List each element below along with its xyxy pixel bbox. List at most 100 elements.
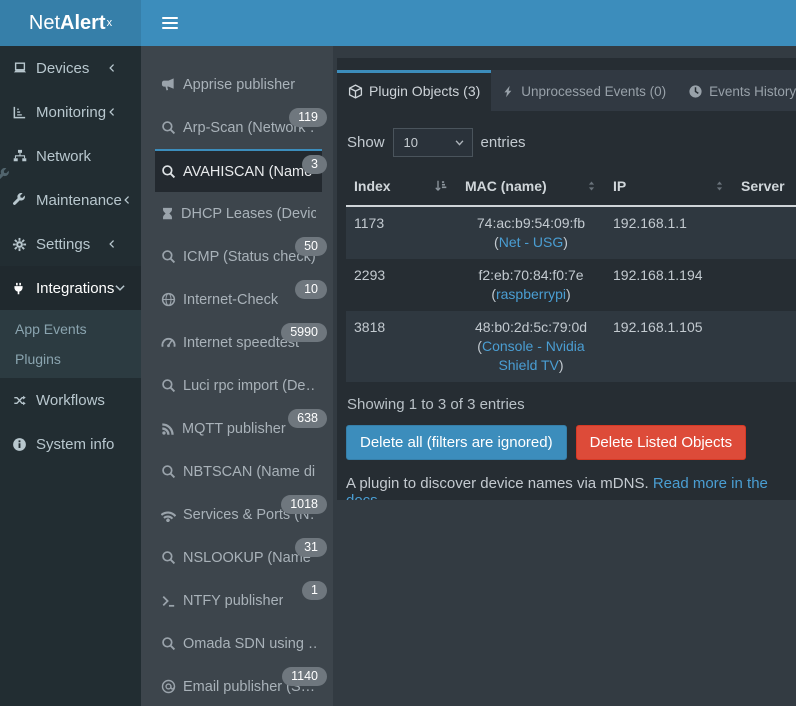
sidebar-toggle-button[interactable] (152, 6, 188, 40)
plugin-menu-item-internet-speedtest[interactable]: Internet speedtest 5990 (155, 321, 327, 364)
search-icon (161, 249, 176, 264)
cell-server (733, 206, 796, 259)
show-label: Show (347, 134, 385, 151)
globe-icon (161, 292, 176, 307)
plugin-menu-item-internet-check[interactable]: Internet-Check 10 (155, 278, 327, 321)
wrench-icon (12, 193, 36, 207)
sidebar-item-label: Workflows (36, 391, 105, 409)
count-badge: 3 (302, 155, 327, 174)
plugin-item-label: NTFY publisher (183, 592, 284, 609)
plugin-item-label: Arp-Scan (Network … (183, 119, 316, 136)
top-navbar: Net Alert x (0, 0, 796, 46)
laptop-icon (12, 61, 36, 75)
entries-label: entries (480, 134, 526, 151)
table-row: 3818 48:b0:2d:5c:79:0d (Console - Nvidia… (346, 311, 796, 382)
tab-plugin-objects-3[interactable]: Plugin Objects (3) (337, 70, 492, 111)
column-label: IP (613, 178, 627, 194)
gear-icon (12, 237, 36, 252)
cell-ip: 192.168.1.1 (613, 215, 687, 231)
column-header-mac-name[interactable]: MAC (name) (457, 167, 605, 206)
device-name-link[interactable]: raspberrypi (495, 286, 567, 302)
shuffle-icon (12, 394, 36, 407)
tab-events-history-6[interactable]: Events History (6) (677, 70, 796, 111)
column-header-server[interactable]: Server (733, 167, 796, 206)
cell-ip: 192.168.1.105 (613, 319, 703, 335)
plugin-menu-item-avahiscan-name[interactable]: AVAHISCAN (Name … 3 (155, 149, 327, 192)
delete-all-button[interactable]: Delete all (filters are ignored) (346, 425, 567, 460)
plugin-menu-item-services-ports-n[interactable]: Services & Ports (N… 1018 (155, 493, 327, 536)
tab-label: Events History (6) (709, 83, 796, 99)
cell-mac: f2:eb:70:84:f0:7e (raspberrypi) (478, 267, 584, 302)
chevron-left-icon (107, 62, 131, 74)
plugin-panel: Plugin Objects (3) Unprocessed Events (0… (337, 58, 796, 500)
column-header-index[interactable]: Index (346, 167, 457, 206)
table-row: 1173 74:ac:b9:54:09:fb (Net - USG) 192.1… (346, 206, 796, 259)
terminal-icon (161, 594, 176, 608)
tab-unprocessed-events-0[interactable]: Unprocessed Events (0) (491, 70, 677, 111)
plugin-item-label: AVAHISCAN (Name … (183, 163, 316, 180)
plugin-menu-item-nbtscan-name-di[interactable]: NBTSCAN (Name di… (155, 450, 322, 493)
plugin-objects-table: Index MAC (name) IP Server N 1173 74:ac:… (346, 167, 796, 382)
content-area: Plugin Objects (3) Unprocessed Events (0… (333, 46, 796, 706)
search-icon (161, 120, 176, 135)
plugin-menu-item-icmp-status-check[interactable]: ICMP (Status check) 50 (155, 235, 327, 278)
count-badge: 1 (302, 581, 327, 600)
sidebar-item-label: System info (36, 435, 115, 453)
main-layout: Devices Monitoring Network Maintenance S… (0, 46, 796, 706)
plugin-menu-item-mqtt-publisher[interactable]: MQTT publisher 638 (155, 407, 327, 450)
count-badge: 638 (288, 409, 327, 428)
plugin-menu-item-apprise-publisher[interactable]: Apprise publisher (155, 63, 322, 106)
sidebar-item-label: Monitoring (36, 103, 107, 121)
sort-both-icon (586, 179, 597, 193)
plugin-menu-item-dhcp-leases-devic[interactable]: DHCP Leases (Devic… (155, 192, 322, 235)
search-icon (161, 164, 176, 179)
sidebar-subitem-plugins[interactable]: Plugins (15, 351, 61, 367)
device-name-link[interactable]: Console - Nvidia Shield TV (481, 338, 585, 373)
sidebar-item-monitoring[interactable]: Monitoring (0, 90, 141, 134)
brand-bold: Alert (60, 11, 106, 34)
info-icon (12, 437, 36, 452)
action-buttons: Delete all (filters are ignored) Delete … (346, 425, 786, 460)
plugin-item-label: Apprise publisher (183, 76, 296, 93)
sidebar-item-integrations[interactable]: Integrations (0, 266, 141, 310)
app-logo[interactable]: Net Alert x (0, 0, 141, 46)
plugin-item-label: Email publisher (S… (183, 678, 316, 695)
sidebar-item-network[interactable]: Network (0, 134, 141, 178)
delete-listed-button[interactable]: Delete Listed Objects (575, 425, 747, 460)
hourglass-icon (161, 206, 174, 221)
plugin-menu-item-email-publisher-s[interactable]: Email publisher (S… 1140 (155, 665, 327, 706)
device-name-link[interactable]: Net - USG (498, 234, 564, 250)
plugin-menu-item-ntfy-publisher[interactable]: NTFY publisher 1 (155, 579, 327, 622)
count-badge: 5990 (281, 323, 327, 342)
sidebar-subitem-app-events[interactable]: App Events (15, 321, 87, 337)
sidebar-item-label: Network (36, 147, 92, 165)
sidebar-item-maintenance[interactable]: Maintenance (0, 178, 141, 222)
plugin-menu-item-nslookup-name[interactable]: NSLOOKUP (Name … 31 (155, 536, 327, 579)
chevron-down-icon (114, 282, 138, 294)
plugin-menu-item-arp-scan-network[interactable]: Arp-Scan (Network … 119 (155, 106, 327, 149)
floating-wrench-icon[interactable] (0, 167, 10, 188)
sidebar-item-system-info[interactable]: System info (0, 422, 141, 466)
cell-index: 3818 (354, 319, 386, 335)
count-badge: 31 (295, 538, 327, 557)
plugin-menu-item-luci-rpc-import-de[interactable]: Luci rpc import (De… (155, 364, 322, 407)
plugin-item-label: NSLOOKUP (Name … (183, 549, 316, 566)
docs-link[interactable]: Read more in the docs. (346, 475, 768, 500)
page-size-select[interactable]: 10 (392, 128, 473, 157)
sidebar-item-settings[interactable]: Settings (0, 222, 141, 266)
count-badge: 1140 (282, 667, 327, 686)
chart-icon (12, 105, 36, 120)
cell-mac: 48:b0:2d:5c:79:0d (Console - Nvidia Shie… (474, 319, 588, 373)
sidebar-item-workflows[interactable]: Workflows (0, 378, 141, 422)
column-header-ip[interactable]: IP (605, 167, 733, 206)
bolt-icon (502, 84, 515, 99)
plugin-menu: Apprise publisher Arp-Scan (Network … 11… (141, 46, 333, 706)
table-header-row: Index MAC (name) IP Server N (346, 167, 796, 206)
sidebar-item-devices[interactable]: Devices (0, 46, 141, 90)
plugin-item-label: DHCP Leases (Devic… (181, 205, 316, 222)
at-icon (161, 679, 176, 694)
plugin-menu-item-omada-sdn-using[interactable]: Omada SDN using … (155, 622, 322, 665)
plugin-item-label: Internet speedtest (183, 334, 300, 351)
chevron-left-icon (122, 194, 146, 206)
